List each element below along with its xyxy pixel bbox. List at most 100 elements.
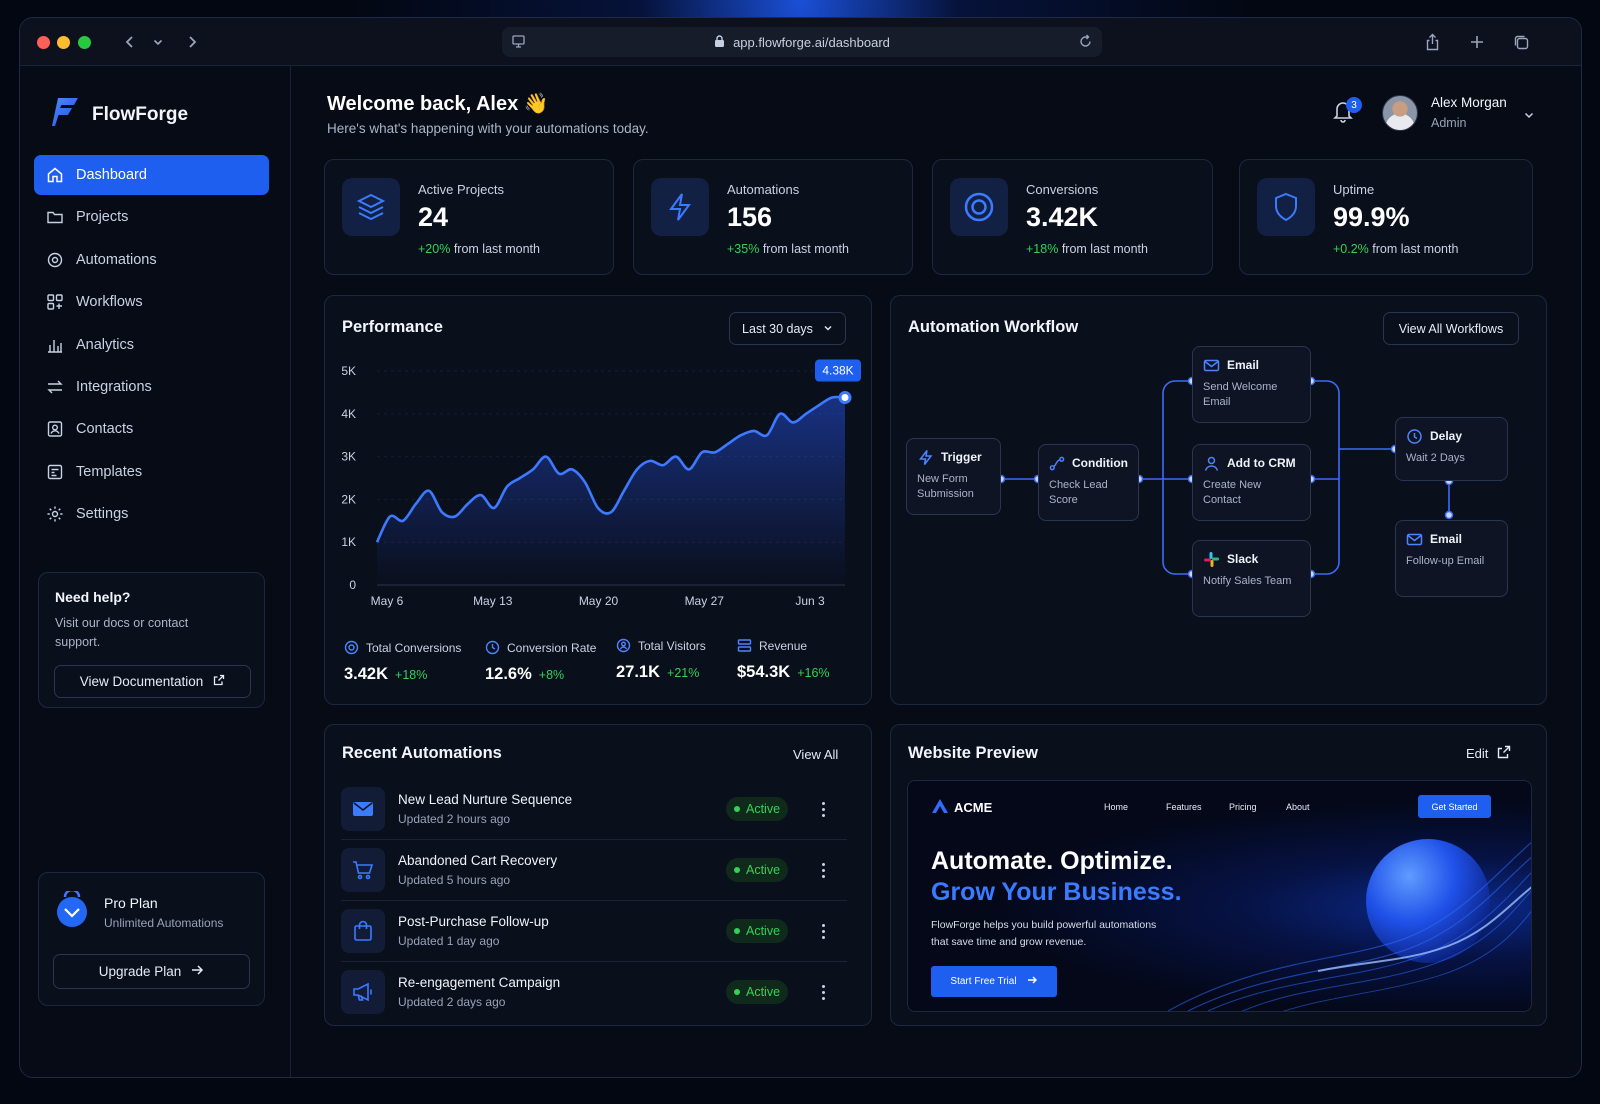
mail-icon	[1203, 359, 1220, 372]
site-preview-frame[interactable]: ACME Home Features Pricing About Get Sta…	[907, 780, 1532, 1012]
site-start-trial-button[interactable]: Start Free Trial	[931, 966, 1057, 997]
more-options-icon[interactable]	[819, 858, 827, 882]
contact-icon	[47, 421, 63, 438]
branch-icon	[1049, 456, 1065, 471]
slack-icon	[1204, 552, 1219, 567]
site-nav-home[interactable]: Home	[1104, 802, 1129, 812]
brand-name: FlowForge	[92, 104, 189, 125]
site-nav-pricing[interactable]: Pricing	[1229, 802, 1257, 812]
site-nav-features[interactable]: Features	[1166, 802, 1202, 812]
plan-badge-icon	[54, 888, 90, 934]
sidebar-item-label: Integrations	[76, 378, 152, 395]
chart-tooltip-label: 4.38K	[822, 364, 853, 378]
stat-card-conversions[interactable]: Conversions 3.42K +18% from last month	[932, 159, 1213, 275]
stat-card-automations[interactable]: Automations 156 +35% from last month	[633, 159, 913, 275]
sidebar-item-projects[interactable]: Projects	[34, 197, 269, 237]
automation-icon	[47, 252, 63, 267]
external-link-icon	[1497, 745, 1511, 762]
automation-name: Abandoned Cart Recovery	[398, 853, 558, 868]
view-all-link[interactable]: View All	[793, 747, 839, 762]
stat-value: 24	[418, 202, 449, 232]
browser-window: app.flowforge.ai/dashboard FlowForge Das…	[19, 17, 1582, 1078]
reload-icon[interactable]	[1078, 34, 1093, 52]
upgrade-plan-button[interactable]: Upgrade Plan	[53, 954, 250, 989]
automation-updated: Updated 5 hours ago	[398, 873, 511, 887]
workflow-node-add-to-crm[interactable]: Add to CRM Create New Contact	[1192, 444, 1311, 521]
sidebar-item-automations[interactable]: Automations	[34, 240, 269, 280]
workflow-node-followup-email[interactable]: Email Follow-up Email	[1395, 520, 1508, 597]
stat-label: Active Projects	[418, 182, 504, 197]
list-item[interactable]: Abandoned Cart Recovery Updated 5 hours …	[341, 840, 847, 901]
site-start-trial-label: Start Free Trial	[950, 976, 1017, 987]
sidebar-item-workflows[interactable]: Workflows	[34, 282, 269, 322]
chevron-down-icon[interactable]	[1523, 108, 1535, 126]
close-window-button[interactable]	[37, 36, 50, 49]
workflow-node-delay[interactable]: Delay Wait 2 Days	[1395, 417, 1508, 481]
chevron-down-icon[interactable]	[148, 32, 168, 52]
sidebar-item-analytics[interactable]: Analytics	[34, 325, 269, 365]
more-options-icon[interactable]	[819, 919, 827, 943]
sidebar-item-integrations[interactable]: Integrations	[34, 367, 269, 407]
mail-icon	[341, 787, 385, 831]
view-all-workflows-button[interactable]: View All Workflows	[1383, 312, 1519, 345]
view-documentation-label: View Documentation	[79, 674, 204, 689]
forward-icon[interactable]	[182, 32, 202, 52]
view-documentation-button[interactable]: View Documentation	[54, 665, 251, 698]
stat-change: +0.2% from last month	[1333, 242, 1459, 256]
new-tab-icon[interactable]	[1467, 32, 1487, 52]
list-item[interactable]: Re-engagement Campaign Updated 2 days ag…	[341, 962, 847, 1023]
stat-change: +35% from last month	[727, 242, 849, 256]
x-tick-label: May 27	[685, 594, 725, 608]
back-icon[interactable]	[120, 32, 140, 52]
recent-title: Recent Automations	[342, 744, 502, 762]
external-link-icon	[213, 674, 225, 689]
sidebar-item-dashboard[interactable]: Dashboard	[34, 155, 269, 195]
avatar[interactable]	[1382, 95, 1418, 131]
site-nav-about[interactable]: About	[1286, 802, 1310, 812]
list-item[interactable]: Post-Purchase Follow-up Updated 1 day ag…	[341, 901, 847, 962]
site-logo[interactable]: ACME	[931, 798, 992, 817]
help-title: Need help?	[55, 589, 131, 605]
workflow-node-condition[interactable]: Condition Check Lead Score	[1038, 444, 1139, 521]
stat-card-active-projects[interactable]: Active Projects 24 +20% from last month	[324, 159, 614, 275]
layers-icon	[342, 178, 400, 236]
workflow-node-trigger[interactable]: Trigger New Form Submission	[906, 438, 1001, 515]
share-icon[interactable]	[1422, 32, 1442, 52]
sidebar-item-templates[interactable]: Templates	[34, 452, 269, 492]
zoom-window-button[interactable]	[78, 36, 91, 49]
visitors-icon	[616, 638, 631, 653]
recent-automations-panel: Recent Automations View All New Lead Nur…	[324, 724, 872, 1026]
y-tick-label: 3K	[341, 450, 356, 464]
chart-highlight-point[interactable]	[838, 391, 852, 405]
stat-label: Uptime	[1333, 182, 1375, 197]
metric-conversion-rate: Conversion Rate 12.6% +8%	[485, 640, 597, 684]
edit-preview-button[interactable]: Edit	[1466, 745, 1511, 762]
sidebar-item-settings[interactable]: Settings	[34, 494, 269, 534]
plan-title: Pro Plan	[104, 895, 158, 911]
site-get-started-button[interactable]: Get Started	[1418, 795, 1491, 818]
clock-icon	[1407, 429, 1422, 444]
arrows-icon	[47, 380, 63, 394]
chevron-down-icon	[823, 322, 833, 336]
brand[interactable]: FlowForge	[52, 96, 188, 134]
list-item[interactable]: New Lead Nurture Sequence Updated 2 hour…	[341, 779, 847, 840]
stat-card-uptime[interactable]: Uptime 99.9% +0.2% from last month	[1239, 159, 1533, 275]
tabs-overview-icon[interactable]	[1511, 32, 1531, 52]
notification-badge: 3	[1346, 97, 1362, 113]
date-range-select[interactable]: Last 30 days	[729, 312, 846, 345]
chart-tooltip	[815, 359, 861, 382]
site-headline-2: Grow Your Business.	[931, 878, 1182, 906]
address-bar[interactable]: app.flowforge.ai/dashboard	[502, 27, 1102, 57]
bell-icon[interactable]	[1332, 99, 1354, 128]
workflow-node-email[interactable]: Email Send Welcome Email	[1192, 346, 1311, 423]
more-options-icon[interactable]	[819, 797, 827, 821]
template-icon	[47, 464, 63, 479]
more-options-icon[interactable]	[819, 980, 827, 1004]
sidebar-nav: Dashboard Projects Automations Workflows…	[34, 155, 269, 537]
sidebar-item-contacts[interactable]: Contacts	[34, 409, 269, 449]
minimize-window-button[interactable]	[57, 36, 70, 49]
workflow-node-slack[interactable]: Slack Notify Sales Team	[1192, 540, 1311, 617]
acme-logo-icon	[931, 798, 949, 817]
sidebar-toggle-icon[interactable]	[511, 34, 526, 52]
sidebar-item-label: Projects	[76, 209, 129, 226]
